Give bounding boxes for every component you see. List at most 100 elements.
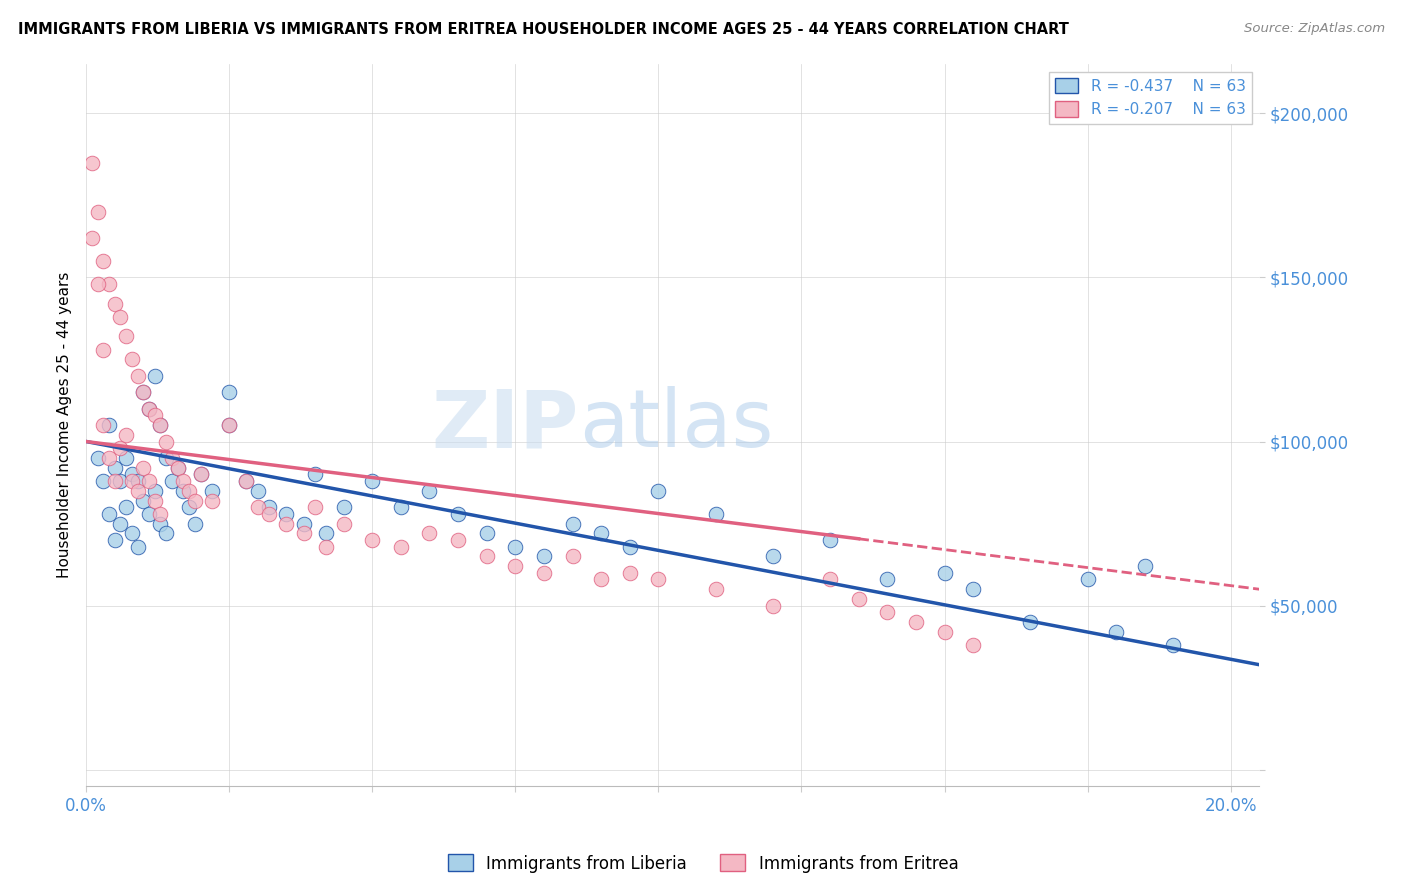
Point bbox=[475, 549, 498, 564]
Point bbox=[127, 483, 149, 498]
Point bbox=[235, 474, 257, 488]
Point bbox=[361, 533, 384, 547]
Point bbox=[149, 507, 172, 521]
Point bbox=[389, 540, 412, 554]
Point bbox=[143, 483, 166, 498]
Point bbox=[155, 450, 177, 465]
Point bbox=[149, 418, 172, 433]
Point bbox=[475, 526, 498, 541]
Point bbox=[1133, 559, 1156, 574]
Point bbox=[533, 549, 555, 564]
Point bbox=[1105, 624, 1128, 639]
Point bbox=[138, 474, 160, 488]
Point bbox=[315, 540, 337, 554]
Point bbox=[86, 204, 108, 219]
Point bbox=[143, 493, 166, 508]
Point bbox=[115, 500, 138, 515]
Point bbox=[934, 566, 956, 580]
Point bbox=[503, 559, 526, 574]
Point bbox=[97, 507, 120, 521]
Point bbox=[619, 540, 641, 554]
Point bbox=[276, 516, 298, 531]
Point bbox=[332, 500, 354, 515]
Point bbox=[115, 428, 138, 442]
Point bbox=[418, 526, 440, 541]
Point bbox=[104, 533, 127, 547]
Point bbox=[647, 483, 669, 498]
Point bbox=[166, 460, 188, 475]
Point bbox=[132, 385, 155, 400]
Point bbox=[246, 500, 269, 515]
Point bbox=[97, 277, 120, 291]
Point bbox=[97, 418, 120, 433]
Point bbox=[91, 474, 114, 488]
Point bbox=[172, 483, 194, 498]
Point bbox=[160, 474, 183, 488]
Point bbox=[115, 450, 138, 465]
Text: atlas: atlas bbox=[579, 386, 773, 464]
Point bbox=[121, 526, 143, 541]
Point bbox=[292, 526, 315, 541]
Point bbox=[1019, 615, 1042, 629]
Point bbox=[201, 493, 224, 508]
Point bbox=[1163, 638, 1185, 652]
Point bbox=[276, 507, 298, 521]
Point bbox=[127, 540, 149, 554]
Point bbox=[332, 516, 354, 531]
Text: ZIP: ZIP bbox=[432, 386, 579, 464]
Point bbox=[91, 254, 114, 268]
Point bbox=[138, 401, 160, 416]
Point bbox=[149, 516, 172, 531]
Point bbox=[1077, 573, 1099, 587]
Legend: R = -0.437    N = 63, R = -0.207    N = 63: R = -0.437 N = 63, R = -0.207 N = 63 bbox=[1049, 71, 1251, 123]
Point bbox=[104, 296, 127, 310]
Point bbox=[138, 507, 160, 521]
Point bbox=[218, 418, 240, 433]
Point bbox=[177, 500, 200, 515]
Point bbox=[304, 467, 326, 482]
Point bbox=[818, 533, 841, 547]
Point bbox=[115, 329, 138, 343]
Point bbox=[91, 418, 114, 433]
Point bbox=[218, 418, 240, 433]
Point bbox=[86, 277, 108, 291]
Point bbox=[132, 460, 155, 475]
Point bbox=[172, 474, 194, 488]
Point bbox=[934, 624, 956, 639]
Point bbox=[104, 474, 127, 488]
Point bbox=[904, 615, 927, 629]
Point bbox=[201, 483, 224, 498]
Point bbox=[91, 343, 114, 357]
Legend: Immigrants from Liberia, Immigrants from Eritrea: Immigrants from Liberia, Immigrants from… bbox=[441, 847, 965, 880]
Point bbox=[155, 526, 177, 541]
Point bbox=[160, 450, 183, 465]
Point bbox=[292, 516, 315, 531]
Point bbox=[704, 582, 727, 597]
Point bbox=[110, 474, 132, 488]
Point bbox=[155, 434, 177, 449]
Point bbox=[762, 599, 785, 613]
Point bbox=[418, 483, 440, 498]
Point bbox=[447, 507, 470, 521]
Point bbox=[304, 500, 326, 515]
Text: IMMIGRANTS FROM LIBERIA VS IMMIGRANTS FROM ERITREA HOUSEHOLDER INCOME AGES 25 - : IMMIGRANTS FROM LIBERIA VS IMMIGRANTS FR… bbox=[18, 22, 1069, 37]
Point bbox=[447, 533, 470, 547]
Point bbox=[121, 467, 143, 482]
Point bbox=[86, 450, 108, 465]
Point bbox=[876, 573, 898, 587]
Point bbox=[132, 385, 155, 400]
Y-axis label: Householder Income Ages 25 - 44 years: Householder Income Ages 25 - 44 years bbox=[58, 272, 72, 578]
Point bbox=[389, 500, 412, 515]
Point bbox=[166, 460, 188, 475]
Point bbox=[257, 507, 280, 521]
Point bbox=[533, 566, 555, 580]
Point bbox=[149, 418, 172, 433]
Point bbox=[591, 573, 613, 587]
Point bbox=[143, 409, 166, 423]
Point bbox=[104, 460, 127, 475]
Point bbox=[177, 483, 200, 498]
Point bbox=[190, 467, 212, 482]
Point bbox=[127, 474, 149, 488]
Point bbox=[361, 474, 384, 488]
Point bbox=[184, 493, 207, 508]
